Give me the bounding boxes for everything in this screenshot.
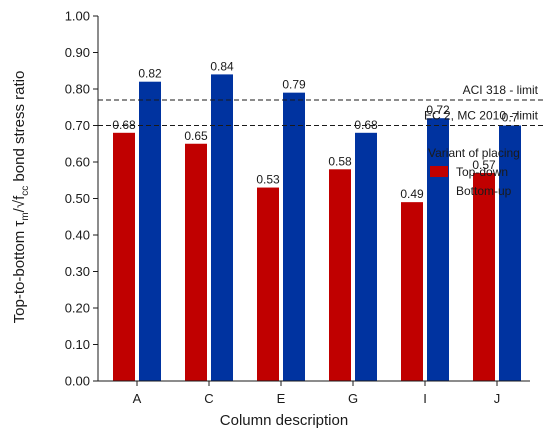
x-tick-label: G	[348, 391, 358, 406]
bar-bottom-up	[427, 118, 449, 381]
bar-top-down	[113, 132, 135, 381]
bar-bottom-up	[139, 81, 161, 381]
y-tick-label: 0.20	[65, 301, 90, 316]
bar-bottom-up	[355, 132, 377, 381]
y-tick-label: 0.10	[65, 337, 90, 352]
legend-label-bottom-up: Bottom-up	[456, 184, 512, 198]
bar-top-down	[257, 187, 279, 381]
data-label-bottom-up: 0.79	[282, 78, 306, 92]
y-tick-label: 0.00	[65, 374, 90, 389]
y-tick-label: 0.30	[65, 264, 90, 279]
bar-top-down	[401, 202, 423, 381]
x-tick-label: C	[204, 391, 213, 406]
data-label-bottom-up: 0.7	[502, 111, 519, 125]
data-label-bottom-up: 0.84	[210, 59, 234, 73]
x-tick-label: E	[277, 391, 286, 406]
x-tick-label: I	[423, 391, 427, 406]
data-label-bottom-up: 0.68	[354, 118, 378, 132]
reference-lines: ACI 318 - limit EC 2, MC 2010 - limit	[98, 83, 544, 126]
data-label-bottom-up: 0.72	[426, 103, 450, 117]
x-tick-label: J	[494, 391, 501, 406]
legend: Variant of placing Top-down Bottom-up	[428, 146, 520, 198]
x-tick-label: A	[133, 391, 142, 406]
reference-line-label: ACI 318 - limit	[463, 83, 539, 97]
legend-swatch-bottom-up	[430, 185, 448, 196]
data-label-top-down: 0.58	[328, 154, 352, 168]
legend-swatch-top-down	[430, 166, 448, 177]
y-tick-label: 0.70	[65, 118, 90, 133]
data-label-top-down: 0.68	[112, 118, 136, 132]
y-tick-label: 1.00	[65, 9, 90, 24]
bar-bottom-up	[211, 74, 233, 382]
bar-top-down	[329, 169, 351, 381]
y-tick-label: 0.40	[65, 228, 90, 243]
data-label-top-down: 0.49	[400, 187, 424, 201]
y-axis-ticks: 0.00 0.10 0.20 0.30 0.40 0.50 0.60 0.70 0.80 0.90…	[65, 9, 98, 389]
legend-title: Variant of placing	[428, 146, 520, 160]
data-label-top-down: 0.57	[472, 158, 496, 172]
y-tick-label: 0.80	[65, 82, 90, 97]
reference-line-label: EC 2, MC 2010 - limit	[424, 109, 539, 123]
data-label-top-down: 0.65	[184, 129, 208, 143]
y-axis-title: Top-to-bottom τm/√fcc bond stress ratio	[11, 71, 31, 324]
bar-bottom-up	[283, 92, 305, 382]
data-label-top-down: 0.53	[256, 173, 280, 187]
data-label-bottom-up: 0.82	[138, 67, 162, 81]
y-tick-label: 0.60	[65, 155, 90, 170]
bar-bottom-up	[499, 125, 521, 381]
legend-label-top-down: Top-down	[456, 165, 508, 179]
y-tick-label: 0.90	[65, 45, 90, 60]
bar-top-down	[473, 172, 495, 381]
y-tick-label: 0.50	[65, 191, 90, 206]
x-axis-title: Column description	[220, 412, 348, 429]
bar-top-down	[185, 143, 207, 381]
bars: 0.68 0.82 0.65 0.84 0.53 0.79 0.58 0.68 0.49 0.72…	[112, 59, 521, 382]
